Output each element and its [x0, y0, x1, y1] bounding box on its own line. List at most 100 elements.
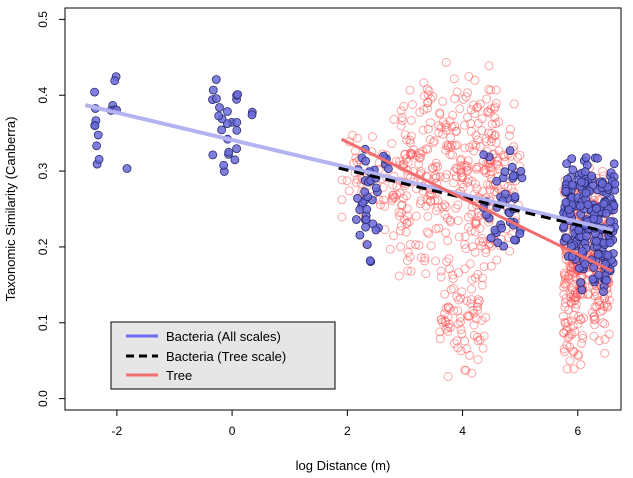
bacteria-point: [599, 287, 608, 297]
bacteria-point: [94, 154, 104, 164]
tree-point: [481, 168, 491, 178]
tree-point: [481, 312, 491, 322]
tree-point: [570, 272, 580, 282]
tree-point: [425, 118, 435, 128]
tree-point: [465, 350, 474, 360]
tree-point: [446, 133, 455, 143]
y-tick-label: 0.4: [36, 87, 50, 104]
tree-point: [337, 195, 347, 205]
bacteria-point: [90, 121, 100, 131]
tree-point: [565, 356, 575, 366]
tree-point: [397, 113, 407, 122]
tree-point: [494, 117, 504, 127]
tree-point: [564, 274, 574, 284]
tree-point: [441, 125, 451, 135]
tree-point: [387, 194, 397, 204]
tree-point: [429, 136, 439, 146]
tree-point: [492, 255, 502, 265]
tree-point: [428, 138, 438, 147]
tree-point: [487, 128, 497, 138]
tree-point: [449, 74, 459, 84]
y-tick-label: 0.0: [36, 390, 50, 407]
tree-point: [431, 172, 441, 182]
legend-label-tree: Tree: [166, 368, 192, 383]
tree-point: [466, 126, 476, 136]
tree-point: [402, 211, 412, 221]
bacteria-point: [90, 87, 99, 97]
tree-point: [402, 204, 412, 214]
tree-point: [443, 372, 453, 381]
tree-point: [577, 338, 587, 348]
tree-point: [469, 308, 479, 318]
tree-point: [435, 334, 445, 344]
bacteria-point: [581, 188, 591, 198]
bacteria-point: [589, 214, 599, 224]
bacteria-point: [232, 144, 242, 154]
bacteria-point: [217, 125, 227, 135]
bacteria-point: [576, 278, 586, 287]
tree-point: [573, 349, 583, 359]
tree-point: [473, 298, 483, 308]
tree-point: [456, 317, 466, 327]
tree-point: [513, 152, 522, 162]
tree-point: [337, 175, 347, 185]
tree-point: [486, 85, 496, 95]
tree-point: [558, 311, 568, 321]
tree-point: [423, 124, 433, 134]
bacteria-point: [583, 200, 593, 210]
bacteria-point: [568, 165, 578, 175]
tree-point: [428, 92, 438, 101]
tree-point: [396, 106, 406, 116]
tree-point: [404, 217, 414, 227]
tree-point: [471, 218, 481, 228]
tree-point: [400, 130, 410, 140]
x-tick-label: -2: [112, 424, 123, 438]
tree-point: [486, 261, 496, 271]
bacteria-point: [597, 179, 607, 189]
bacteria-point: [593, 250, 603, 259]
legend-label-bacteria-all: Bacteria (All scales): [166, 329, 281, 344]
tree-point: [463, 88, 473, 98]
tree-point: [408, 100, 417, 109]
tree-point: [457, 179, 467, 189]
tree-point: [461, 244, 471, 254]
tree-point: [433, 162, 442, 172]
tree-point: [452, 87, 462, 97]
tree-point: [440, 309, 449, 319]
bacteria-point: [371, 225, 381, 235]
x-tick-label: 2: [344, 424, 351, 438]
tree-point: [402, 191, 411, 201]
bacteria-point: [110, 76, 120, 86]
tree-point: [466, 299, 476, 308]
tree-point: [515, 150, 525, 160]
tree-point: [563, 333, 573, 343]
bacteria-point: [351, 215, 361, 224]
tree-point: [389, 114, 399, 124]
bacteria-point: [214, 111, 224, 121]
tree-point: [397, 116, 407, 126]
tree-point: [454, 268, 463, 278]
tree-point: [456, 346, 466, 356]
tree-point: [466, 226, 476, 236]
bacteria-point: [247, 110, 257, 120]
tree-point: [576, 315, 586, 325]
tree-point: [464, 72, 474, 81]
bacteria-point: [561, 197, 571, 207]
tree-point: [422, 84, 432, 94]
tree-point: [448, 274, 458, 284]
tree-point: [569, 310, 579, 320]
tree-point: [466, 105, 476, 115]
bacteria-point: [211, 75, 221, 84]
bacteria-point: [232, 118, 242, 127]
tree-point: [455, 104, 465, 114]
tree-point: [477, 241, 487, 251]
tree-point: [441, 317, 451, 327]
bacteria-point: [230, 155, 240, 165]
y-tick-label: 0.2: [36, 238, 50, 255]
tree-point: [441, 173, 450, 183]
tree-point: [473, 295, 483, 305]
tree-point: [434, 121, 444, 131]
tree-point: [379, 195, 389, 205]
tree-point: [421, 269, 431, 279]
legend: Bacteria (All scales) Bacteria (Tree sca…: [110, 321, 336, 390]
